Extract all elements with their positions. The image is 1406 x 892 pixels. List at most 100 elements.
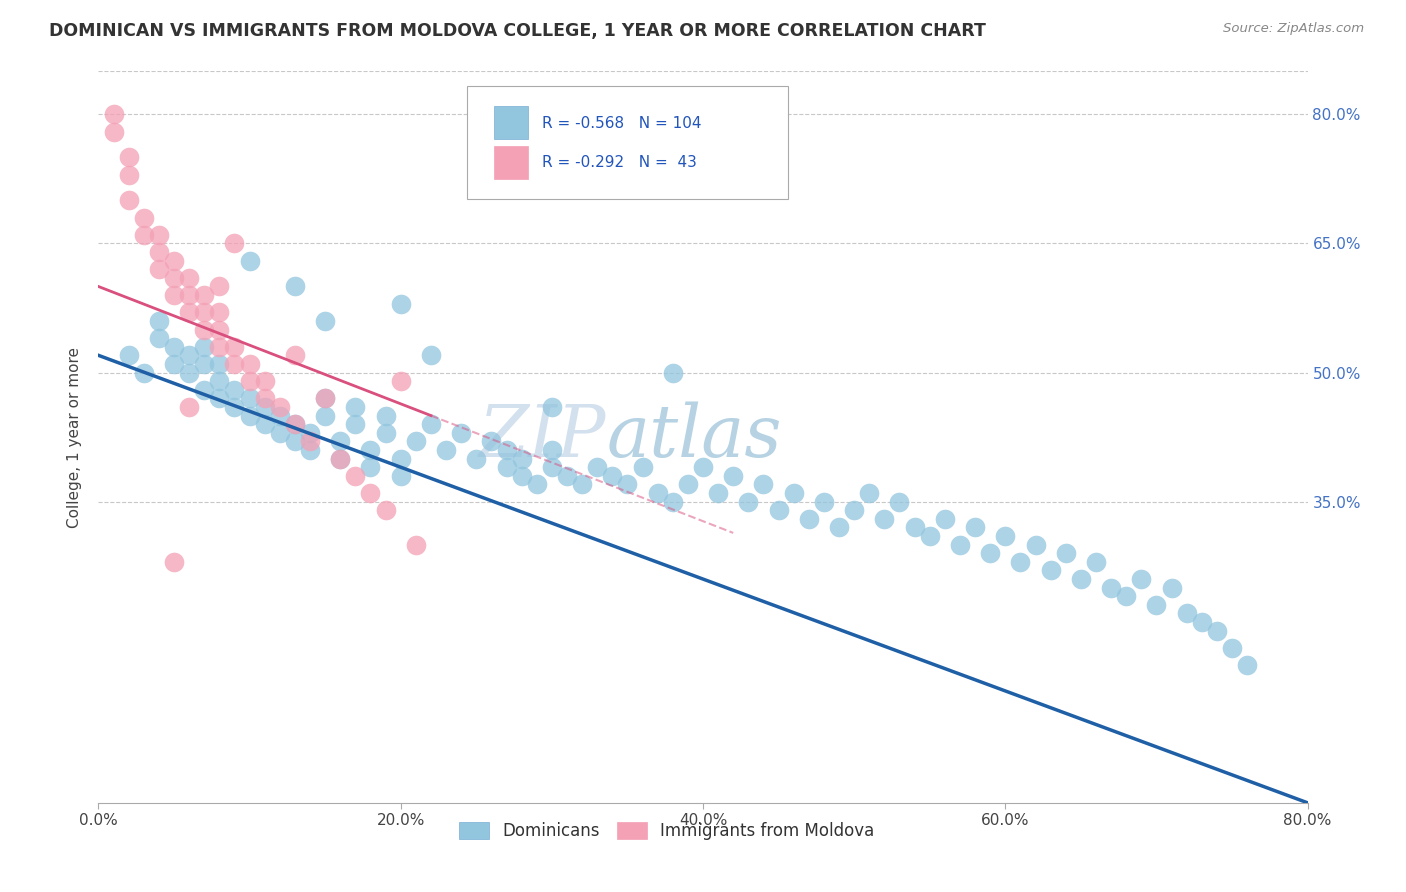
Point — [797, 512, 820, 526]
Point — [224, 340, 246, 354]
Point — [239, 392, 262, 406]
Point — [723, 468, 745, 483]
Point — [344, 400, 367, 414]
Point — [314, 314, 336, 328]
Point — [163, 555, 186, 569]
Point — [132, 211, 155, 225]
Point — [299, 425, 322, 440]
Point — [239, 253, 262, 268]
Point — [1144, 598, 1167, 612]
Point — [360, 460, 382, 475]
Point — [510, 468, 533, 483]
Point — [148, 331, 170, 345]
Point — [495, 460, 517, 475]
Point — [965, 520, 987, 534]
Point — [118, 150, 141, 164]
Point — [193, 305, 215, 319]
Point — [602, 468, 624, 483]
Point — [284, 279, 307, 293]
Point — [783, 486, 806, 500]
Point — [179, 400, 201, 414]
Point — [148, 227, 170, 242]
Point — [179, 348, 201, 362]
Point — [329, 434, 352, 449]
Point — [389, 296, 412, 310]
Text: atlas: atlas — [606, 401, 782, 473]
Point — [193, 357, 215, 371]
Point — [208, 357, 231, 371]
Point — [571, 477, 593, 491]
Point — [163, 340, 186, 354]
Point — [1099, 581, 1122, 595]
Point — [616, 477, 638, 491]
Point — [163, 357, 186, 371]
Point — [1070, 572, 1092, 586]
Point — [495, 442, 517, 457]
Point — [253, 374, 276, 388]
Point — [434, 442, 457, 457]
Point — [1160, 581, 1182, 595]
Point — [389, 374, 412, 388]
Point — [193, 340, 215, 354]
Point — [828, 520, 851, 534]
Point — [481, 434, 503, 449]
Text: Source: ZipAtlas.com: Source: ZipAtlas.com — [1223, 22, 1364, 36]
Point — [284, 417, 307, 432]
Point — [179, 271, 201, 285]
Point — [1206, 624, 1229, 638]
Point — [420, 417, 443, 432]
Point — [844, 503, 866, 517]
Point — [889, 494, 911, 508]
Point — [647, 486, 669, 500]
Y-axis label: College, 1 year or more: College, 1 year or more — [67, 347, 83, 527]
Point — [389, 468, 412, 483]
Point — [208, 279, 231, 293]
Point — [1039, 564, 1062, 578]
Point — [163, 253, 186, 268]
Point — [374, 425, 396, 440]
Point — [208, 374, 231, 388]
Point — [284, 417, 307, 432]
Point — [1175, 607, 1198, 621]
Point — [329, 451, 352, 466]
Point — [163, 271, 186, 285]
Point — [103, 125, 125, 139]
Point — [540, 460, 562, 475]
Text: R = -0.568   N = 104: R = -0.568 N = 104 — [543, 116, 702, 131]
Point — [949, 538, 972, 552]
Point — [179, 366, 201, 380]
Point — [374, 409, 396, 423]
Point — [269, 400, 291, 414]
Legend: Dominicans, Immigrants from Moldova: Dominicans, Immigrants from Moldova — [453, 815, 882, 847]
Point — [540, 442, 562, 457]
Point — [661, 494, 683, 508]
Point — [208, 392, 231, 406]
Point — [918, 529, 941, 543]
Point — [768, 503, 790, 517]
Point — [269, 409, 291, 423]
Point — [1010, 555, 1032, 569]
Point — [163, 288, 186, 302]
Point — [360, 442, 382, 457]
Point — [269, 425, 291, 440]
Point — [239, 374, 262, 388]
Point — [737, 494, 759, 508]
Point — [1191, 615, 1213, 629]
Point — [420, 348, 443, 362]
Point — [676, 477, 699, 491]
Point — [934, 512, 956, 526]
Point — [193, 383, 215, 397]
Point — [118, 194, 141, 208]
Point — [253, 417, 276, 432]
Point — [344, 468, 367, 483]
Point — [344, 417, 367, 432]
Point — [1115, 589, 1137, 603]
Point — [405, 538, 427, 552]
Point — [540, 400, 562, 414]
Point — [103, 107, 125, 121]
Point — [465, 451, 488, 466]
Point — [284, 348, 307, 362]
Point — [1024, 538, 1046, 552]
FancyBboxPatch shape — [467, 86, 787, 200]
Text: R = -0.292   N =  43: R = -0.292 N = 43 — [543, 155, 697, 170]
